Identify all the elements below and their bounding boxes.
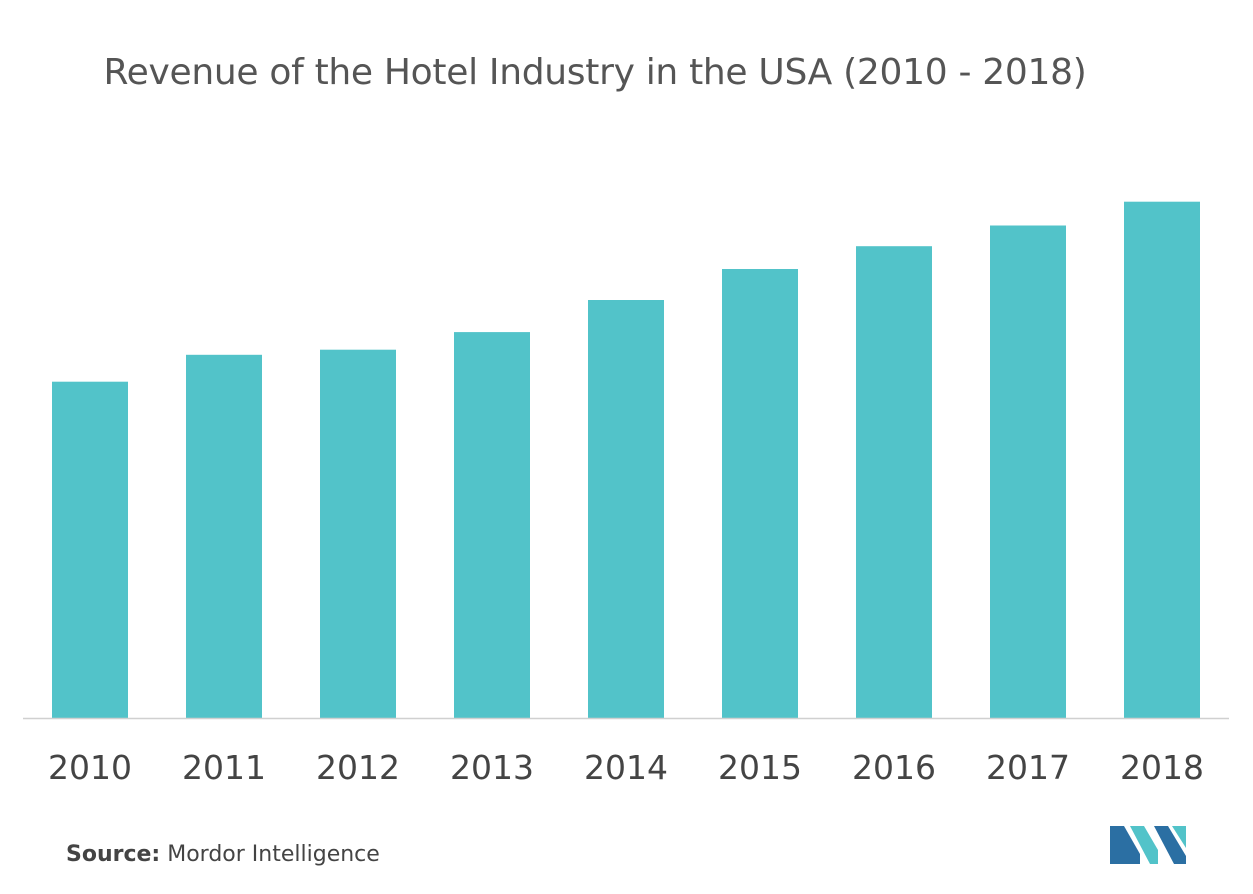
bars-group — [52, 201, 1200, 718]
bar-2011 — [186, 354, 262, 718]
bar-2012 — [320, 349, 396, 718]
bar-2010 — [52, 381, 128, 718]
bar-2015 — [722, 269, 798, 718]
x-tick-label-2011: 2011 — [182, 748, 266, 787]
bar-2016 — [856, 246, 932, 718]
bar-2017 — [990, 225, 1066, 718]
x-tick-label-2010: 2010 — [48, 748, 132, 787]
bar-2013 — [454, 332, 530, 718]
x-tick-label-2015: 2015 — [718, 748, 802, 787]
mordor-intelligence-logo-icon — [1110, 826, 1186, 864]
source-note: Source: Mordor Intelligence — [66, 842, 380, 867]
x-tick-label-2018: 2018 — [1120, 748, 1204, 787]
x-tick-label-2017: 2017 — [986, 748, 1070, 787]
bar-2018 — [1124, 201, 1200, 718]
source-text: Mordor Intelligence — [167, 842, 380, 867]
source-label: Source: — [66, 842, 161, 867]
x-tick-label-2014: 2014 — [584, 748, 668, 787]
chart-title: Revenue of the Hotel Industry in the USA… — [103, 52, 1087, 93]
x-tick-label-2012: 2012 — [316, 748, 400, 787]
x-tick-label-2016: 2016 — [852, 748, 936, 787]
x-tick-labels: 2010 2011 2012 2013 2014 2015 2016 2017 2018 — [48, 748, 1204, 787]
bar-2014 — [588, 300, 664, 718]
x-tick-label-2013: 2013 — [450, 748, 534, 787]
